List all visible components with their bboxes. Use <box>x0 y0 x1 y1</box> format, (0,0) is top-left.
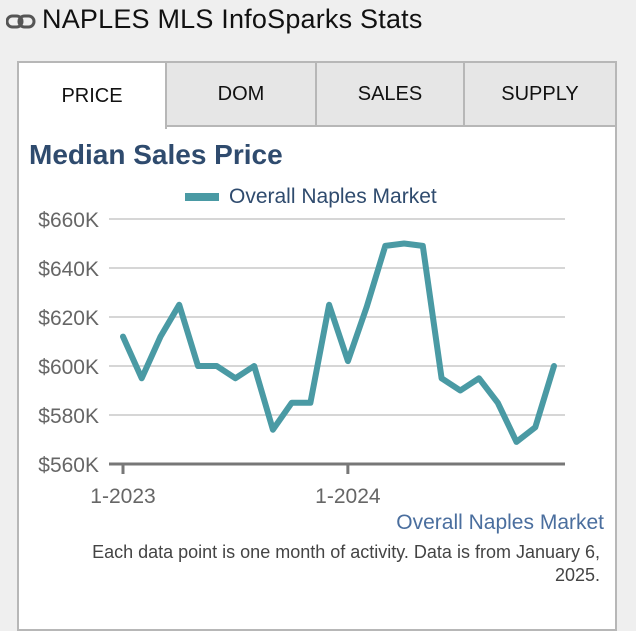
tab-dom[interactable]: DOM <box>167 63 317 127</box>
data-point <box>159 336 161 338</box>
data-point <box>291 402 293 404</box>
stats-widget: PRICE DOM SALES SUPPLY Median Sales Pric… <box>17 61 617 631</box>
data-point <box>497 402 499 404</box>
data-point <box>328 304 330 306</box>
data-point <box>441 377 443 379</box>
y-tick-label: $640K <box>38 258 99 281</box>
data-point <box>253 365 255 367</box>
data-point <box>216 365 218 367</box>
data-point <box>122 336 124 338</box>
link-icon[interactable] <box>6 13 36 31</box>
data-point <box>459 390 461 391</box>
x-tick-label: 1-2024 <box>315 485 381 503</box>
legend-label[interactable]: Overall Naples Market <box>229 185 437 208</box>
data-point <box>197 365 199 367</box>
data-point <box>478 377 480 379</box>
series-line <box>120 240 557 445</box>
data-point <box>272 429 274 431</box>
y-tick-label: $580K <box>38 405 99 428</box>
tab-bar: PRICE DOM SALES SUPPLY <box>19 63 615 129</box>
data-point <box>422 245 424 247</box>
price-line-chart: $560K $580K $600K $620K $640K $660K 1-2023 1-20… <box>38 209 565 503</box>
y-tick-label: $600K <box>38 356 99 379</box>
data-point <box>403 243 405 244</box>
data-point <box>178 304 180 306</box>
tab-sales[interactable]: SALES <box>317 63 465 127</box>
data-point <box>516 441 518 443</box>
header-bar: NAPLES MLS InfoSparks Stats <box>0 0 636 44</box>
market-link[interactable]: Overall Naples Market <box>396 511 604 534</box>
data-point <box>366 306 368 308</box>
y-tick-label: $660K <box>38 209 99 232</box>
data-point <box>141 377 143 379</box>
data-point <box>309 402 311 404</box>
data-point <box>534 426 536 428</box>
y-tick-label: $560K <box>38 454 99 477</box>
data-point <box>347 360 349 362</box>
data-point <box>553 365 555 367</box>
page-title: NAPLES MLS InfoSparks Stats <box>42 4 423 34</box>
data-point <box>234 377 236 379</box>
x-tick-label: 1-2023 <box>90 485 155 503</box>
data-point <box>384 245 386 247</box>
tab-price[interactable]: PRICE <box>19 63 167 129</box>
y-tick-label: $620K <box>38 307 99 330</box>
footnote: Each data point is one month of activity… <box>92 542 600 585</box>
tab-supply[interactable]: SUPPLY <box>465 63 615 127</box>
chart-legend: Overall Naples Market <box>185 185 437 209</box>
chart-title: Median Sales Price <box>29 139 283 170</box>
legend-swatch <box>185 193 219 201</box>
